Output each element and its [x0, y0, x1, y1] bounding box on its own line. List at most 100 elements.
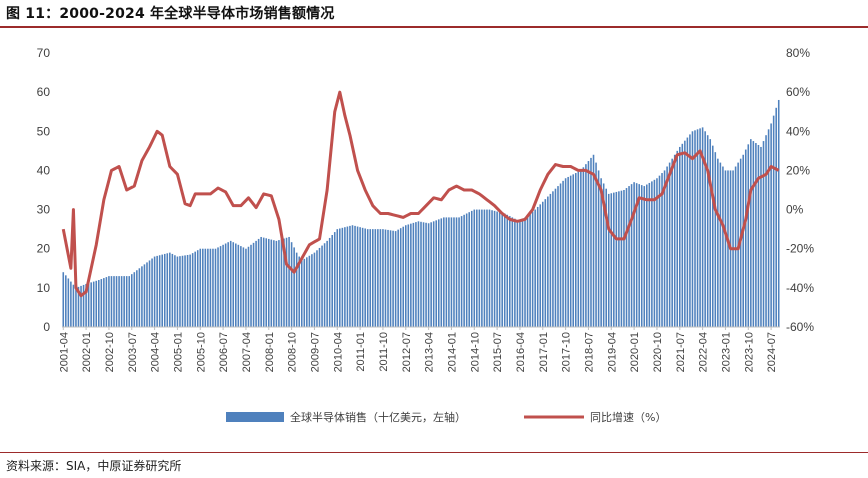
bar: [673, 154, 676, 327]
bar: [85, 283, 87, 327]
bar: [701, 127, 704, 327]
bar: [123, 276, 125, 327]
bar: [618, 191, 620, 327]
bar: [455, 217, 458, 327]
bar: [775, 107, 777, 327]
bar: [610, 193, 613, 327]
bar: [372, 229, 374, 327]
bar: [678, 146, 681, 327]
bar: [435, 220, 438, 327]
bar: [199, 248, 202, 327]
top-divider: [0, 26, 868, 28]
y-left-tick-label: 60: [37, 85, 51, 99]
bar: [166, 253, 169, 327]
bar: [526, 215, 529, 327]
x-tick-label: 2006-07: [218, 332, 230, 372]
bar: [326, 240, 328, 327]
bar: [691, 131, 694, 327]
y-right-tick-label: -40%: [786, 281, 814, 295]
y-left-tick-label: 50: [37, 124, 51, 138]
bar: [633, 182, 635, 327]
bar: [402, 226, 405, 327]
bar: [374, 229, 377, 327]
bar: [339, 228, 341, 327]
x-tick-label: 2004-04: [150, 332, 162, 372]
y-left-tick-label: 0: [43, 320, 50, 334]
bar: [478, 209, 481, 327]
bar: [552, 191, 554, 327]
bar: [285, 237, 288, 327]
bar: [615, 191, 618, 327]
bar: [118, 276, 120, 327]
bar: [404, 225, 407, 327]
bar: [224, 243, 227, 327]
bar: [410, 223, 412, 327]
bar: [194, 251, 196, 327]
bar: [516, 220, 519, 327]
bar: [87, 283, 90, 327]
bar: [468, 212, 470, 327]
bar: [744, 149, 747, 327]
bar: [290, 242, 293, 327]
bar: [240, 246, 242, 327]
bar: [684, 140, 686, 327]
bar: [387, 229, 389, 327]
bar: [288, 236, 290, 327]
bar: [491, 210, 493, 327]
bar: [313, 252, 316, 327]
x-tick-label: 2017-10: [561, 332, 573, 372]
bar: [389, 230, 392, 327]
bar: [544, 199, 547, 327]
bar: [148, 260, 151, 327]
bar: [600, 178, 602, 327]
bar: [184, 255, 186, 327]
bar: [62, 272, 65, 327]
bar: [75, 287, 77, 327]
y-left-tick-label: 40: [37, 163, 51, 177]
bar: [146, 262, 148, 327]
x-tick-label: 2009-07: [309, 332, 321, 372]
bar: [361, 227, 364, 327]
growth-line: [61, 90, 780, 298]
bar: [514, 218, 516, 327]
x-tick-label: 2012-07: [401, 332, 413, 372]
bar: [625, 188, 628, 327]
bar: [747, 144, 750, 327]
bar: [92, 281, 95, 327]
bar: [120, 276, 123, 327]
bar: [278, 240, 280, 327]
bar: [605, 188, 607, 327]
bar: [412, 222, 415, 327]
bar: [318, 247, 321, 327]
bar: [379, 229, 382, 327]
bar: [658, 175, 661, 327]
x-tick-label: 2010-04: [332, 332, 344, 372]
bar: [460, 216, 463, 327]
bar-series: [62, 99, 780, 327]
y-right-tick-label: 0%: [786, 203, 804, 217]
bar: [519, 221, 521, 327]
bottom-divider: [0, 452, 868, 453]
bar: [762, 141, 765, 327]
bar: [620, 190, 623, 327]
x-tick-label: 2014-01: [446, 332, 458, 372]
bar: [486, 209, 488, 327]
bar: [719, 162, 722, 327]
bar: [711, 145, 714, 327]
bar: [82, 284, 85, 327]
bar: [77, 286, 80, 327]
bar: [628, 186, 630, 327]
y-left-tick-label: 30: [37, 203, 51, 217]
legend-bar-swatch: [226, 412, 284, 422]
bar: [536, 206, 539, 327]
source-note: 资料来源：SIA，中原证券研究所: [6, 459, 182, 473]
bar: [663, 170, 666, 327]
bar: [67, 278, 70, 327]
bar: [539, 204, 542, 327]
y-right-tick-label: 20%: [786, 163, 810, 177]
bar: [580, 170, 582, 327]
bar: [298, 256, 301, 327]
bar: [483, 209, 486, 327]
x-tick-label: 2018-07: [583, 332, 595, 372]
x-tick-label: 2002-01: [81, 332, 93, 372]
